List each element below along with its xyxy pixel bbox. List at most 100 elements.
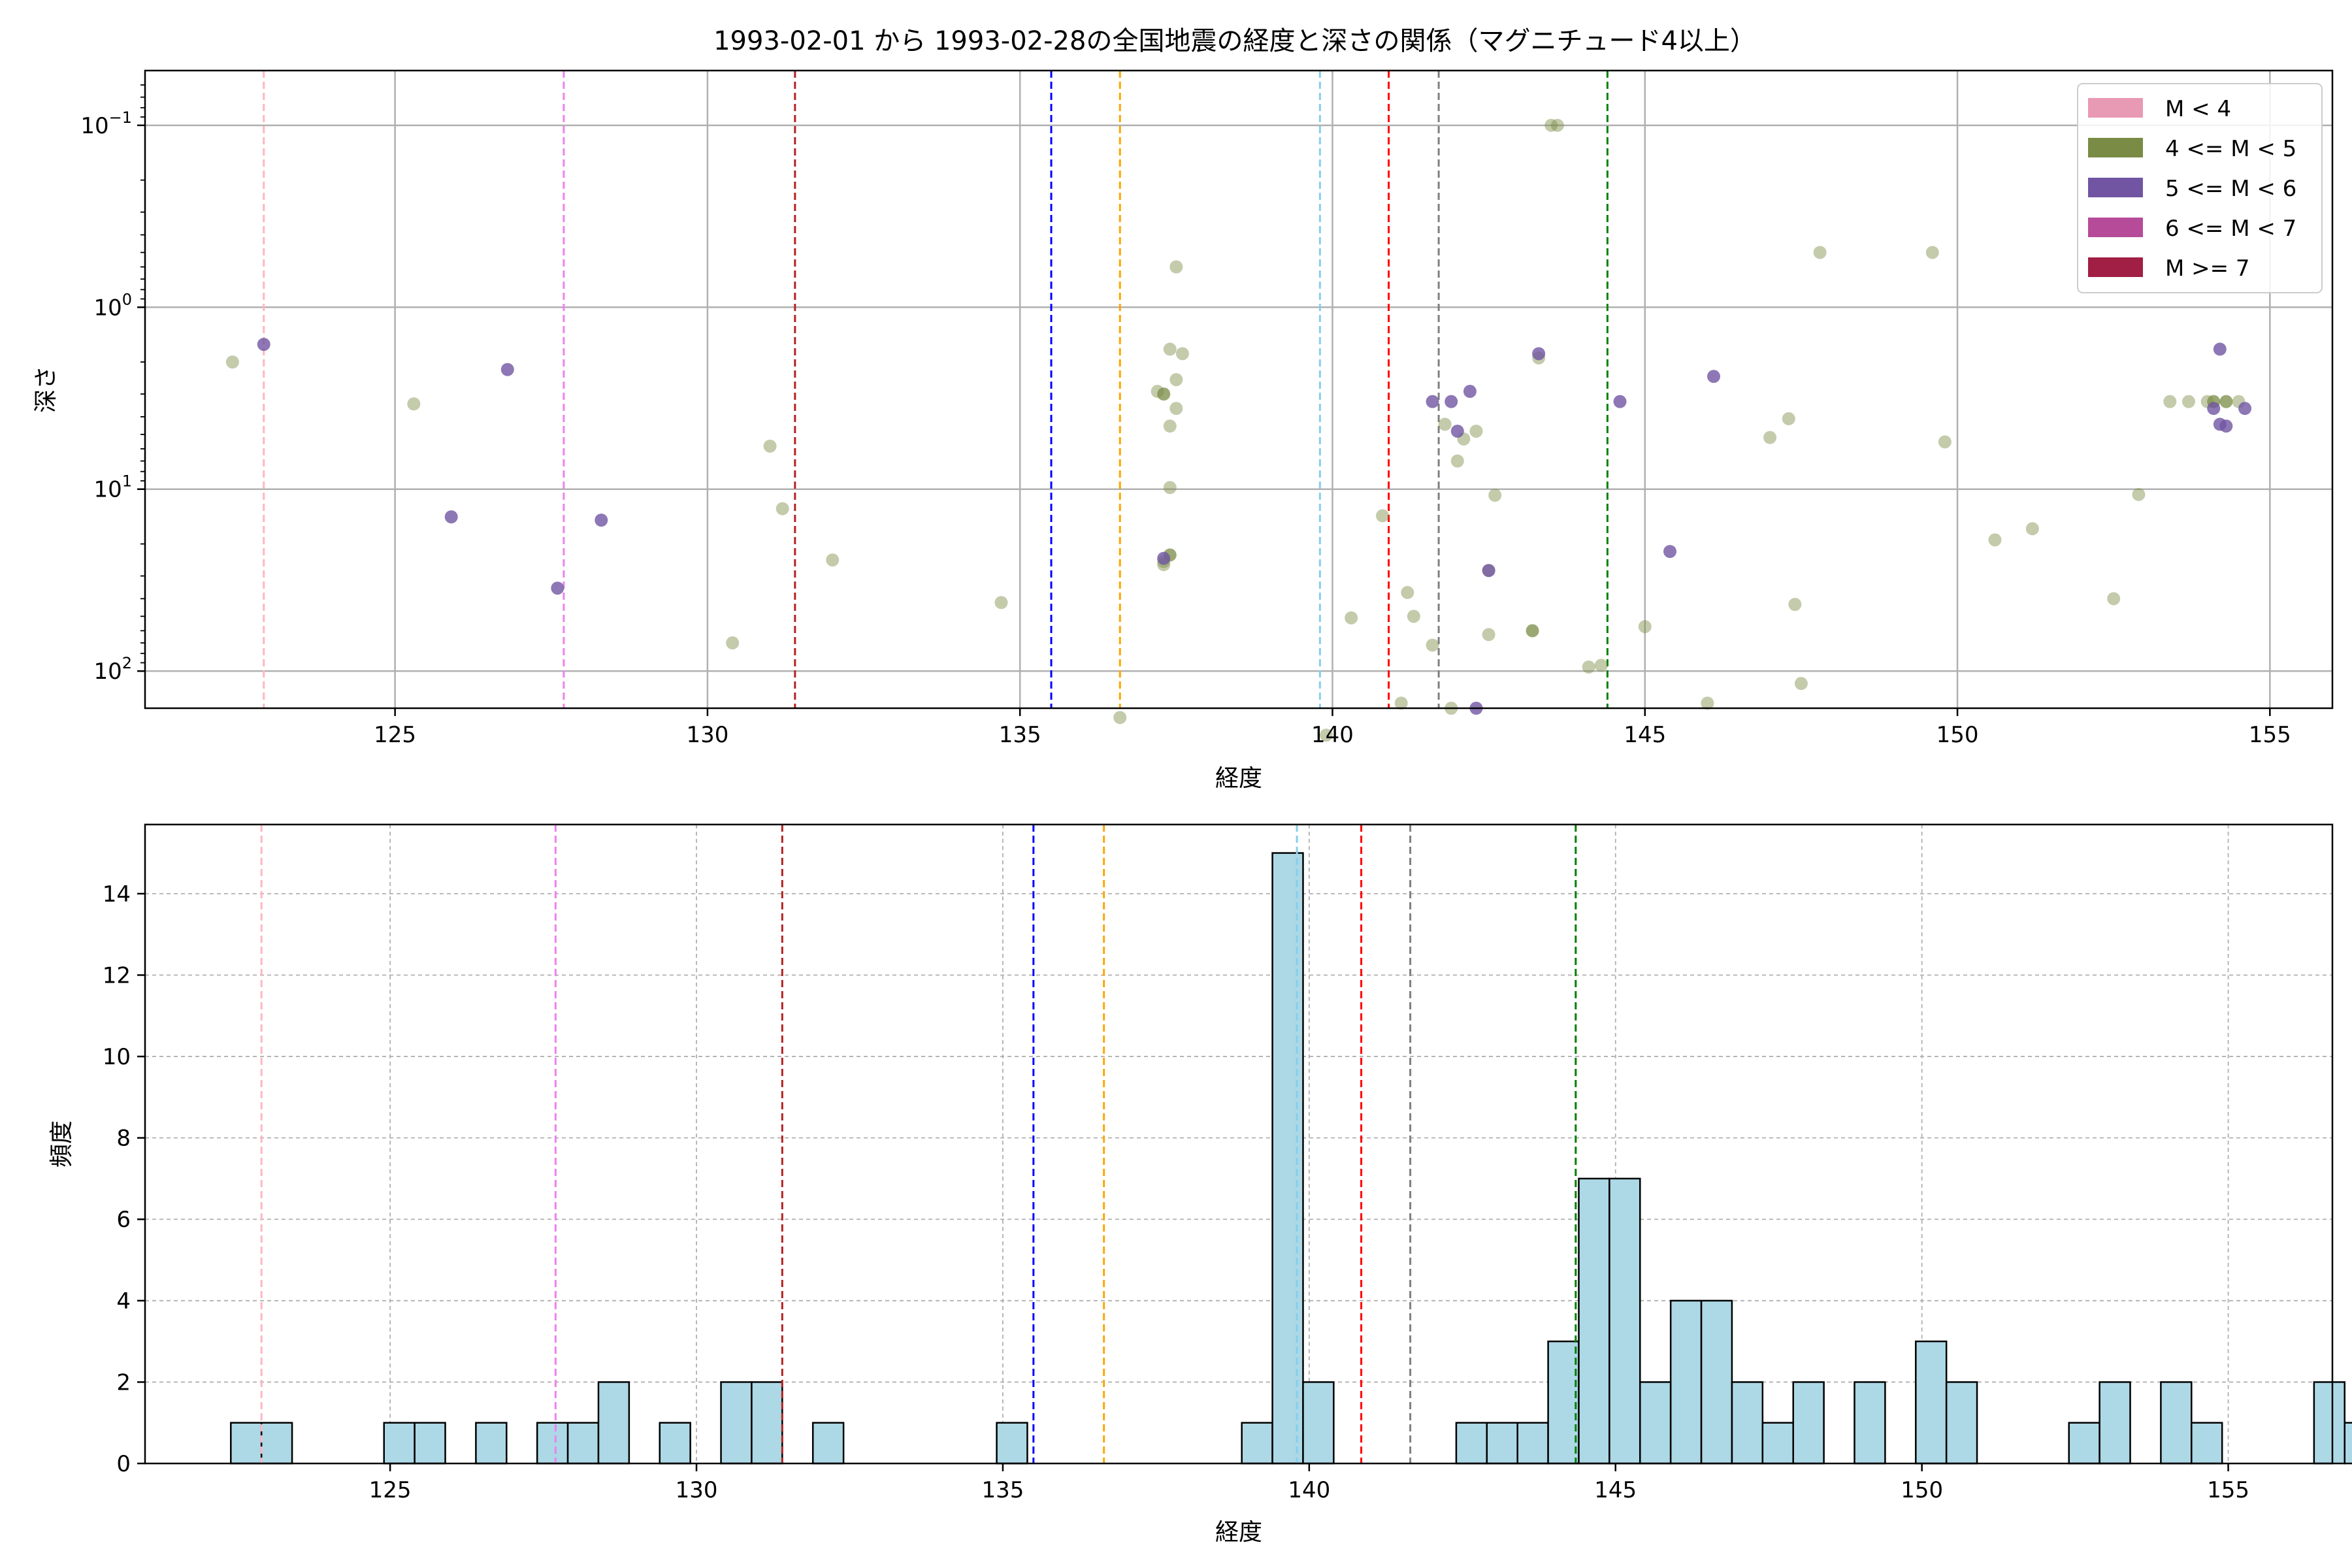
scatter-point — [1157, 551, 1171, 565]
scatter-point — [1638, 620, 1652, 634]
histogram-bar — [811, 1422, 845, 1465]
scatter-point — [1163, 342, 1177, 356]
scatter-point — [2219, 395, 2233, 408]
histogram-bar — [475, 1422, 508, 1465]
histogram-bar — [2191, 1422, 2223, 1465]
scatter-x-label: 経度 — [1215, 765, 1262, 792]
scatter-point — [1469, 424, 1483, 438]
histogram-bar — [1302, 1381, 1335, 1465]
histogram-bar — [1731, 1381, 1764, 1465]
scatter-point — [1613, 395, 1627, 408]
histogram-bar — [1241, 1422, 1273, 1465]
scatter-point — [2238, 402, 2252, 416]
figure-title: 1993-02-01 から 1993-02-28の全国地震の経度と深さの関係（マ… — [713, 26, 1756, 56]
scatter-point — [726, 636, 740, 650]
scatter-point — [776, 502, 789, 515]
histogram-x-tick-label: 140 — [1288, 1477, 1330, 1503]
legend-swatch-m-ge-7 — [2088, 257, 2143, 277]
scatter-y-tick-label: 102 — [93, 654, 132, 685]
histogram-bar — [230, 1422, 263, 1465]
scatter-point — [551, 581, 564, 595]
scatter-point — [1925, 246, 1939, 259]
histogram-y-tick-label: 10 — [103, 1044, 131, 1070]
histogram-bar — [1455, 1422, 1488, 1465]
scatter-point — [1526, 624, 1539, 638]
scatter-point — [1401, 585, 1414, 599]
scatter-point — [1463, 385, 1477, 399]
legend-box — [2077, 83, 2323, 293]
scatter-plot-area — [145, 71, 2332, 708]
scatter-point — [1169, 260, 1183, 274]
histogram-bar — [751, 1381, 783, 1465]
scatter-point — [763, 439, 777, 453]
histogram-y-tick-label: 12 — [103, 962, 131, 988]
scatter-point — [1582, 660, 1595, 674]
histogram-x-tick-label: 130 — [676, 1477, 718, 1503]
scatter-point — [1163, 419, 1177, 433]
scatter-point — [1426, 395, 1439, 408]
scatter-point — [225, 355, 239, 369]
legend-label-m-6-7: 6 <= M < 7 — [2165, 216, 2296, 242]
scatter-point — [1788, 598, 1802, 612]
scatter-point — [1157, 387, 1171, 401]
scatter-x-tick-label: 145 — [1624, 722, 1666, 748]
scatter-point — [2107, 592, 2121, 606]
scatter-point — [444, 510, 458, 524]
histogram-bar — [2068, 1422, 2100, 1465]
scatter-point — [826, 553, 840, 567]
scatter-x-tick-label: 125 — [374, 722, 416, 748]
scatter-grid — [145, 71, 2332, 708]
scatter-point — [1394, 696, 1408, 710]
histogram-bar — [536, 1422, 569, 1465]
scatter-x-tick-label: 155 — [2249, 722, 2291, 748]
histogram-bar — [2099, 1381, 2131, 1465]
scatter-point — [2132, 487, 2146, 501]
scatter-y-ticks: 10−1 100 101 102 — [80, 84, 145, 685]
histogram-bar — [1639, 1381, 1672, 1465]
scatter-point — [994, 596, 1008, 610]
histogram-bar — [1516, 1422, 1549, 1465]
legend-swatch-m-4-5 — [2088, 138, 2143, 157]
histogram-bar — [2344, 1422, 2352, 1465]
histogram-bar — [2313, 1381, 2346, 1465]
legend-label-m-ge-7: M >= 7 — [2165, 255, 2250, 282]
scatter-point — [1426, 638, 1439, 652]
histogram-bar — [566, 1422, 600, 1465]
scatter-y-tick-label: 101 — [93, 472, 132, 503]
scatter-point — [1175, 347, 1189, 361]
scatter-x-tick-label: 130 — [686, 722, 728, 748]
scatter-point — [1376, 509, 1390, 523]
histogram-axes-frame — [144, 823, 2334, 1465]
histogram-y-tick-label: 14 — [103, 881, 131, 907]
histogram-y-tick-label: 2 — [116, 1369, 131, 1396]
scatter-point — [1450, 424, 1464, 438]
histogram-bar — [659, 1422, 691, 1465]
scatter-point — [1319, 728, 1333, 742]
scatter-point — [1938, 435, 1952, 449]
scatter-reference-lines — [263, 71, 1609, 708]
scatter-point — [2163, 395, 2177, 408]
scatter-point — [1594, 659, 1608, 672]
histogram-bar — [597, 1381, 630, 1465]
scatter-y-label: 深さ — [33, 366, 59, 413]
histogram-y-ticks: 0 2 4 6 8 10 12 14 — [103, 881, 145, 1477]
histogram-bar — [1669, 1299, 1703, 1465]
scatter-point — [1782, 412, 1795, 425]
histogram-y-label: 頻度 — [48, 1120, 75, 1168]
scatter-point — [1345, 611, 1358, 625]
histogram-bar — [1854, 1381, 1886, 1465]
histogram-plot-area — [145, 825, 2332, 1463]
histogram-bar — [1486, 1422, 1518, 1465]
histogram-bar — [383, 1422, 416, 1465]
histogram-x-ticks: 125 130 135 140 145 150 155 — [369, 1463, 2249, 1503]
scatter-point — [2181, 395, 2195, 408]
legend-swatch-m-5-6 — [2088, 178, 2143, 197]
scatter-point — [1532, 347, 1546, 361]
scatter-points — [225, 118, 2252, 742]
scatter-point — [1113, 711, 1127, 725]
scatter-axes-frame — [144, 69, 2334, 710]
scatter-x-tick-label: 140 — [1311, 722, 1354, 748]
histogram-bar — [1761, 1422, 1794, 1465]
scatter-point — [595, 514, 608, 527]
